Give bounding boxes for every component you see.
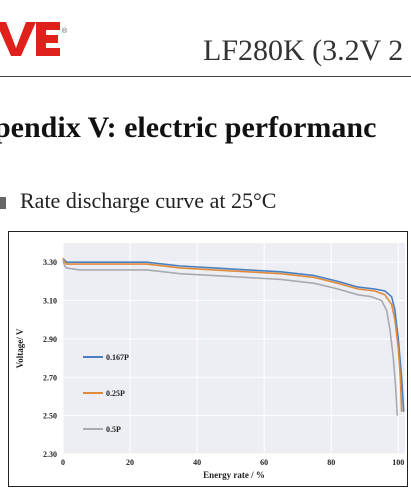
y-tick-label: 2.30: [43, 450, 57, 459]
x-tick-label: 40: [193, 458, 201, 467]
y-tick-label: 2.90: [43, 335, 57, 344]
chart-frame: 2.30 2.50 2.70 2.90 3.10 3.30 0 20 40 60 80 100 0.1…: [8, 231, 408, 487]
x-tick-label: 20: [126, 458, 134, 467]
x-tick-label: 0: [61, 458, 65, 467]
y-tick-label: 2.50: [43, 412, 57, 421]
series-line: [62, 257, 405, 412]
discharge-chart: 2.30 2.50 2.70 2.90 3.10 3.30 0 20 40 60 80 100 0.1…: [15, 243, 405, 480]
y-tick-label: 2.70: [43, 373, 57, 382]
registered-mark: ®: [62, 28, 68, 35]
legend-label: 0.5P: [106, 425, 121, 434]
axis-ticks: 2.30 2.50 2.70 2.90 3.10 3.30 0 20 40 60 80 100: [43, 258, 404, 467]
x-axis-title: Energy rate / %: [203, 470, 265, 480]
legend-label: 0.167P: [106, 353, 129, 362]
bullet-marker: [0, 196, 6, 209]
series-lines: [62, 257, 405, 416]
series-line: [62, 257, 403, 412]
legend-label: 0.25P: [106, 389, 125, 398]
series-line: [62, 260, 399, 416]
header-divider: [0, 76, 411, 77]
company-logo: [0, 16, 62, 60]
y-axis-title: Voltage/ V: [15, 328, 25, 368]
plot-area: [63, 243, 405, 454]
section-heading: pendix V: electric performanc: [0, 111, 377, 144]
y-tick-label: 3.30: [43, 258, 57, 267]
legend: 0.167P 0.25P 0.5P: [83, 353, 129, 434]
document-title: LF280K (3.2V 2: [203, 34, 404, 67]
logo-mark: [0, 22, 60, 56]
x-tick-label: 100: [392, 458, 404, 467]
y-tick-label: 3.10: [43, 297, 57, 306]
subsection-label: Rate discharge curve at 25°C: [20, 188, 277, 213]
x-tick-label: 80: [327, 458, 335, 467]
subsection-heading: Rate discharge curve at 25°C: [0, 190, 276, 212]
x-tick-label: 60: [260, 458, 268, 467]
